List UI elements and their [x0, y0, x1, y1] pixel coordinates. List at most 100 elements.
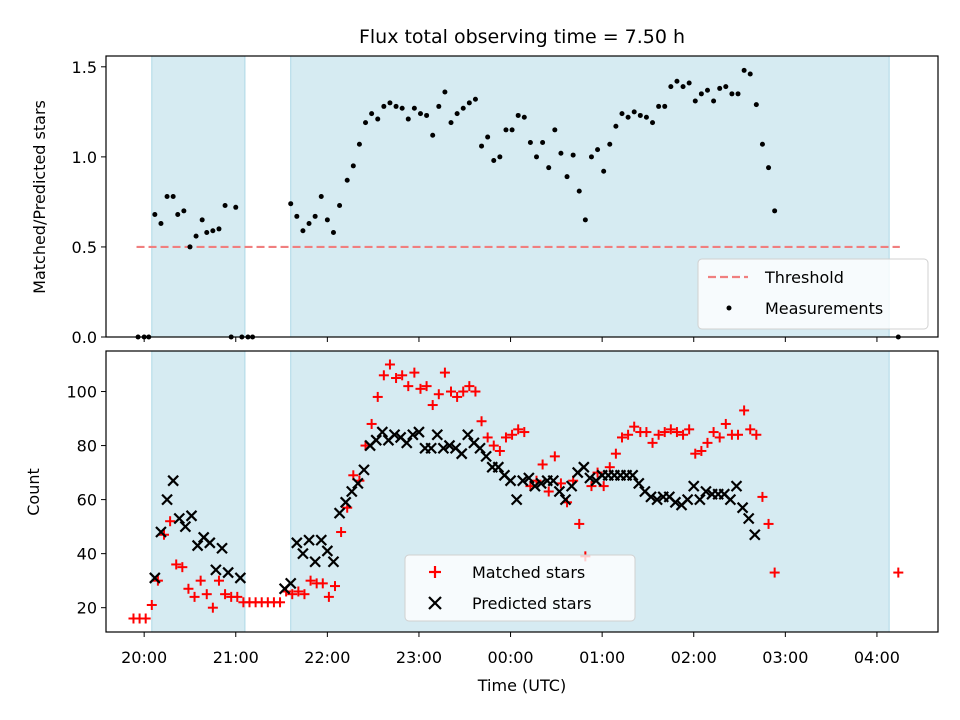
matched-star-point	[470, 386, 481, 397]
measurement-point	[294, 213, 300, 219]
y-tick-label: 20	[77, 599, 97, 618]
predicted-star-point	[309, 555, 321, 568]
predicted-star-point	[407, 428, 419, 441]
predicted-star-point	[339, 496, 352, 509]
matched-star-point	[763, 518, 774, 529]
matched-star-point	[366, 418, 377, 429]
matched-star-point	[757, 491, 768, 502]
predicted-star-point	[167, 474, 179, 487]
predicted-star-point	[234, 572, 247, 584]
measurement-point	[680, 84, 686, 90]
measurement-point	[306, 221, 312, 227]
y-tick-label: 60	[77, 491, 97, 510]
measurements-legend-label: Measurements	[765, 299, 883, 318]
measurement-point	[540, 139, 546, 145]
measurement-point	[210, 228, 216, 234]
predicted-star-point	[303, 534, 315, 546]
predicted-star-point	[730, 480, 743, 492]
measurement-point	[521, 114, 527, 120]
matched-star-point	[708, 427, 719, 438]
matched-star-point	[476, 416, 487, 427]
measurement-point	[741, 67, 747, 73]
matched-star-point	[207, 602, 218, 613]
predicted-star-point	[516, 474, 529, 487]
x-tick-label: 21:00	[213, 648, 259, 667]
measurement-point	[759, 141, 765, 147]
predicted-star-point	[346, 485, 358, 498]
predicted-star-point	[559, 493, 572, 506]
predicted-star-point	[216, 542, 228, 555]
matched-star-point	[745, 424, 756, 435]
measurement-point	[766, 165, 772, 171]
matched-star-point	[195, 575, 206, 586]
matched-star-point	[641, 427, 652, 438]
predicted-star-point	[173, 512, 186, 525]
measurement-point	[158, 221, 164, 227]
matched-star-point	[189, 591, 200, 602]
y-tick-label: 1.5	[72, 58, 97, 77]
predicted-star-point	[749, 528, 761, 541]
bottom-x-axis: 20:00 21:00 22:00 23:00 00:00 01:00 02:00 03:00…	[121, 632, 900, 667]
measurement-point	[152, 212, 158, 218]
measurement-point	[472, 96, 478, 102]
measurement-point	[175, 212, 181, 218]
matched-stars-legend-label: Matched stars	[472, 563, 585, 582]
measurement-point	[337, 203, 343, 209]
measurement-point	[552, 127, 558, 133]
matched-star-point	[421, 381, 432, 392]
matched-star-point	[555, 478, 566, 489]
measurement-point	[686, 80, 692, 86]
predicted-star-point	[455, 447, 468, 460]
matched-star-point	[513, 424, 524, 435]
measurement-point	[411, 105, 417, 111]
predicted-stars-legend-swatch	[428, 596, 442, 610]
measurement-point	[625, 114, 631, 120]
matched-star-point	[323, 591, 334, 602]
matched-star-point	[659, 427, 670, 438]
matched-star-point	[293, 586, 304, 597]
measurement-point	[753, 102, 759, 108]
matched-star-point	[372, 391, 383, 402]
predicted-star-point	[333, 507, 346, 519]
matched-stars-legend-swatch	[429, 566, 441, 578]
matched-star-point	[452, 391, 463, 402]
matched-star-point	[391, 373, 402, 384]
measurement-point	[288, 201, 294, 207]
measurement-point	[643, 114, 649, 120]
matched-star-point	[610, 448, 621, 459]
predicted-star-point	[565, 480, 578, 492]
predicted-star-point	[284, 577, 297, 590]
measurement-point	[228, 334, 234, 340]
matched-star-point	[696, 445, 707, 456]
predicted-star-point	[626, 469, 639, 482]
matched-star-point	[519, 427, 530, 438]
measurement-point	[503, 127, 509, 133]
measurement-point	[245, 334, 251, 340]
matched-star-point	[549, 451, 560, 462]
measurement-point	[193, 233, 199, 239]
predicted-star-point	[370, 434, 382, 446]
y-tick-label: 40	[77, 545, 97, 564]
matched-star-point	[299, 589, 310, 600]
bottom-plot-area	[128, 359, 904, 624]
measurement-point	[448, 120, 454, 126]
top-y-axis: 0.0 0.5 1.0 1.5	[72, 58, 106, 347]
predicted-star-point	[185, 510, 198, 522]
measurement-point	[601, 168, 607, 174]
measurement-point	[650, 120, 656, 126]
measurement-point	[454, 111, 460, 117]
bottom-y-axis: 20 40 60 80 100	[66, 383, 106, 618]
measurement-point	[250, 334, 256, 340]
matched-star-point	[427, 400, 438, 411]
measurement-point	[318, 194, 324, 199]
predicted-star-point	[504, 474, 517, 487]
predicted-star-point	[400, 437, 413, 449]
measurement-point	[735, 91, 741, 97]
predicted-star-point	[700, 485, 712, 498]
measurement-point	[491, 157, 497, 163]
measurement-point	[704, 87, 710, 93]
threshold-legend-label: Threshold	[764, 268, 844, 287]
measurement-point	[515, 112, 521, 118]
matched-star-point	[403, 381, 414, 392]
